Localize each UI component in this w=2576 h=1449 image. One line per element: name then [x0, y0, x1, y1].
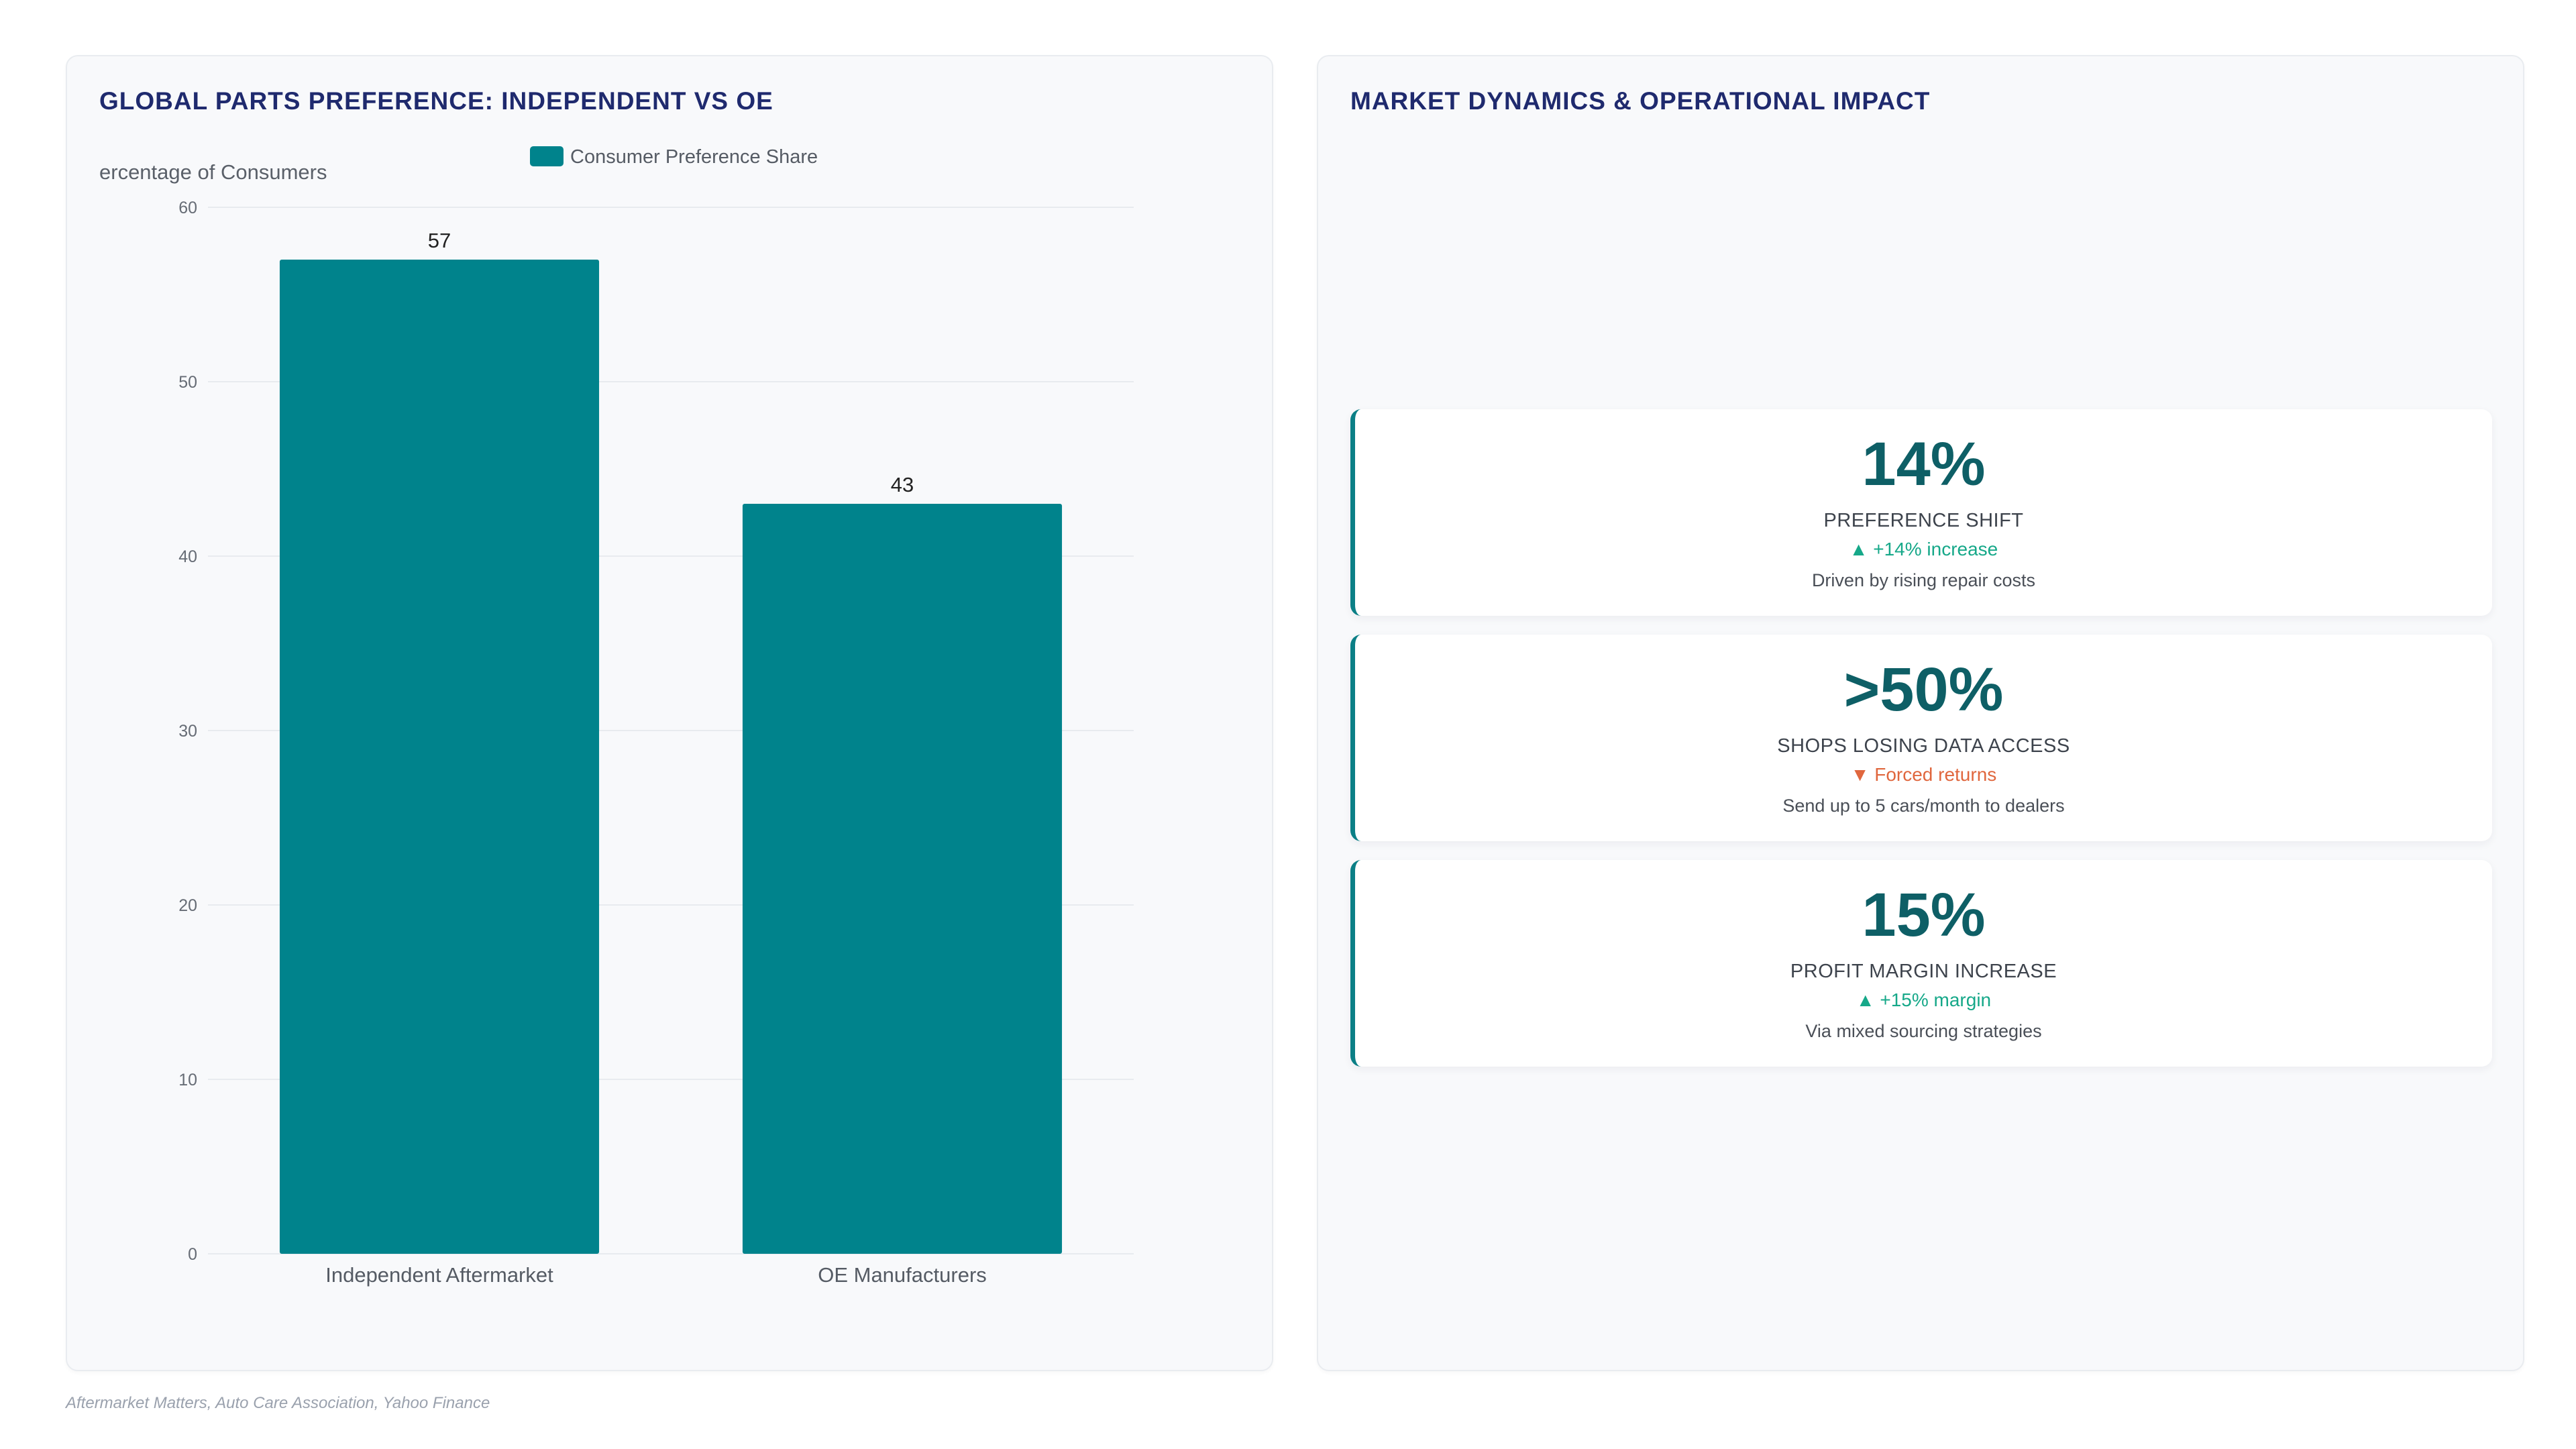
stat-label: SHOPS LOSING DATA ACCESS — [1777, 735, 2070, 757]
stat-label: PREFERENCE SHIFT — [1823, 510, 2024, 531]
stat-change: ▼ Forced returns — [1850, 764, 1997, 785]
x-tick-label: OE Manufacturers — [818, 1263, 987, 1287]
stat-card-data-access: >50% SHOPS LOSING DATA ACCESS ▼ Forced r… — [1350, 635, 2492, 841]
y-tick-label: 50 — [178, 373, 197, 392]
y-tick-label: 20 — [178, 896, 197, 915]
data-label: 43 — [891, 473, 914, 496]
stat-card-profit-margin: 15% PROFIT MARGIN INCREASE ▲ +15% margin… — [1350, 860, 2492, 1067]
stat-note: Via mixed sourcing strategies — [1805, 1021, 2042, 1041]
y-tick-label: 0 — [188, 1245, 197, 1264]
stat-note: Send up to 5 cars/month to dealers — [1782, 796, 2065, 816]
chart-panel: GLOBAL PARTS PREFERENCE: INDEPENDENT VS … — [66, 55, 1273, 1371]
bar-chart: 0 10 20 30 40 50 60 ercentage of Consumers Consu… — [99, 146, 1134, 1287]
stat-card-preference-shift: 14% PREFERENCE SHIFT ▲ +14% increase Dri… — [1350, 409, 2492, 616]
stat-change: ▲ +15% margin — [1856, 989, 1992, 1010]
stat-value: >50% — [1843, 655, 2004, 724]
y-tick-label: 40 — [178, 547, 197, 566]
bar — [279, 260, 600, 1254]
data-label: 57 — [428, 229, 451, 252]
stat-note: Driven by rising repair costs — [1811, 570, 2036, 590]
stats-title: MARKET DYNAMICS & OPERATIONAL IMPACT — [1350, 87, 1931, 115]
source-note: Aftermarket Matters, Auto Care Associati… — [66, 1394, 490, 1412]
stat-change: ▲ +14% increase — [1849, 539, 1998, 559]
bar — [742, 504, 1063, 1254]
y-tick-label: 60 — [178, 199, 197, 217]
x-tick-label: Independent Aftermarket — [325, 1263, 553, 1287]
y-tick-label: 30 — [178, 722, 197, 741]
stat-label: PROFIT MARGIN INCREASE — [1790, 961, 2057, 982]
y-tick-label: 10 — [178, 1071, 197, 1089]
legend-label: Consumer Preference Share — [570, 146, 818, 168]
stats-panel: MARKET DYNAMICS & OPERATIONAL IMPACT 14%… — [1317, 55, 2524, 1371]
stat-value: 14% — [1862, 430, 1986, 498]
legend-swatch — [530, 146, 564, 166]
stat-value: 15% — [1862, 881, 1986, 949]
chart-title: GLOBAL PARTS PREFERENCE: INDEPENDENT VS … — [99, 87, 773, 115]
y-axis-title: ercentage of Consumers — [99, 160, 327, 184]
